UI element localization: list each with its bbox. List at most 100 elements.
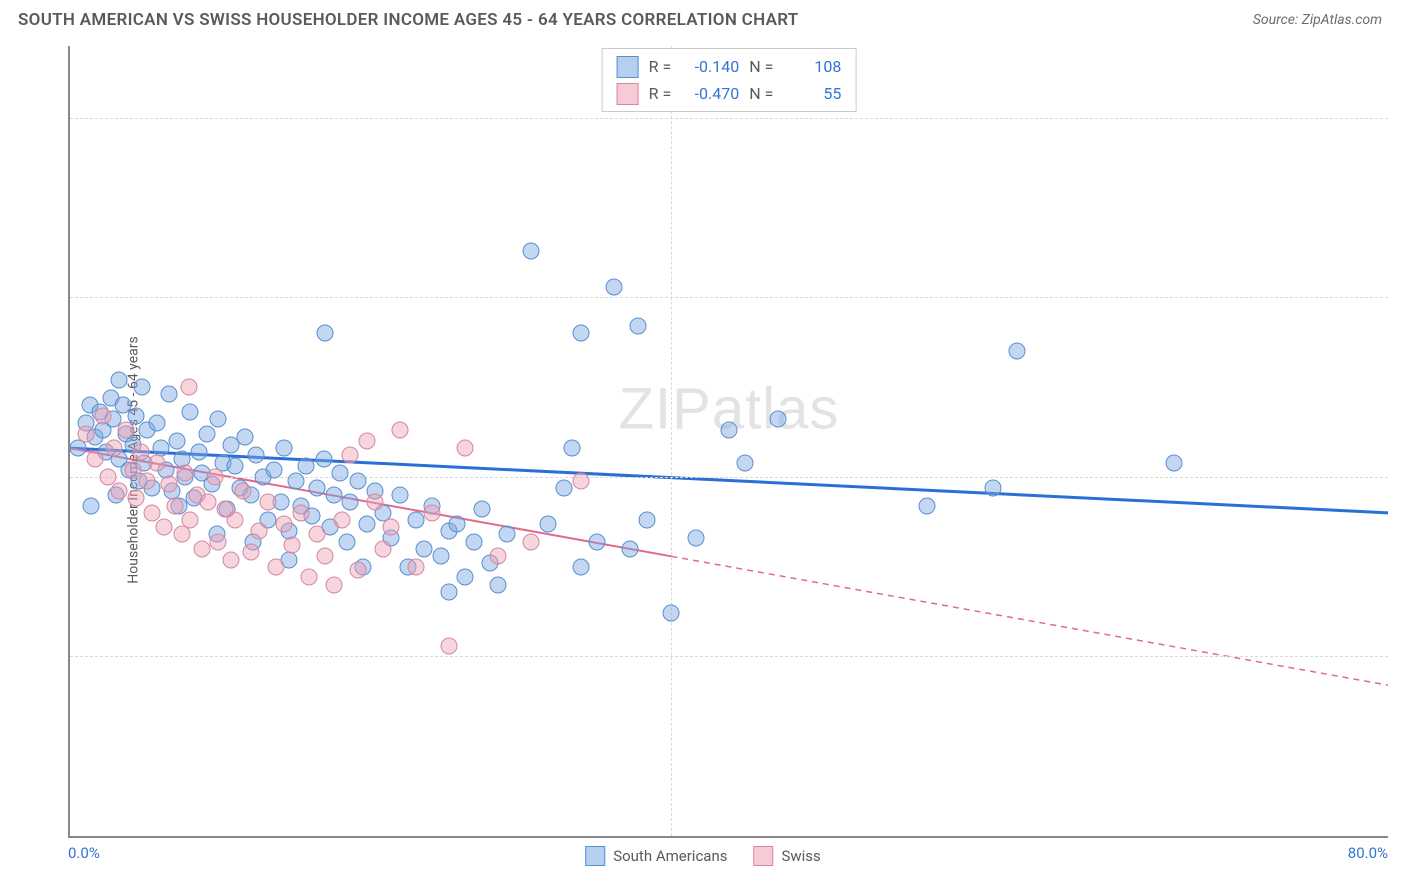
data-point <box>177 465 194 482</box>
data-point <box>317 547 334 564</box>
data-point <box>276 440 293 457</box>
data-point <box>350 562 367 579</box>
data-point <box>210 411 227 428</box>
data-point <box>210 533 227 550</box>
legend-item-south-americans: South Americans <box>585 846 727 866</box>
source-attribution: Source: ZipAtlas.com <box>1253 12 1382 28</box>
data-point <box>169 433 186 450</box>
gridline-horizontal <box>70 656 1388 657</box>
data-point <box>523 533 540 550</box>
data-point <box>358 433 375 450</box>
data-point <box>407 512 424 529</box>
data-point <box>284 537 301 554</box>
data-point <box>440 583 457 600</box>
data-point <box>325 576 342 593</box>
data-point <box>193 540 210 557</box>
data-point <box>223 551 240 568</box>
data-point <box>190 443 207 460</box>
data-point <box>200 494 217 511</box>
data-point <box>86 450 103 467</box>
data-point <box>111 483 128 500</box>
data-point <box>630 318 647 335</box>
gridline-horizontal <box>70 118 1388 119</box>
data-point <box>180 379 197 396</box>
legend-r-value: -0.140 <box>681 53 739 80</box>
data-point <box>236 429 253 446</box>
data-point <box>78 425 95 442</box>
data-point <box>297 458 314 475</box>
swatch-blue-icon <box>617 56 639 78</box>
data-point <box>737 454 754 471</box>
data-point <box>440 637 457 654</box>
data-point <box>457 569 474 586</box>
data-point <box>160 476 177 493</box>
legend-row-south-americans: R = -0.140 N = 108 <box>617 53 842 80</box>
y-tick-label: $100,000 <box>1394 468 1406 486</box>
data-point <box>465 533 482 550</box>
data-point <box>182 512 199 529</box>
legend-label: Swiss <box>781 847 820 865</box>
data-point <box>449 515 466 532</box>
data-point <box>473 501 490 518</box>
swatch-blue-icon <box>585 846 605 866</box>
data-point <box>490 547 507 564</box>
chart-container: Householder Income Ages 45 - 64 years ZI… <box>18 46 1388 874</box>
data-point <box>572 472 589 489</box>
data-point <box>622 540 639 557</box>
gridline-vertical <box>671 46 672 836</box>
data-point <box>139 472 156 489</box>
data-point <box>605 278 622 295</box>
data-point <box>424 504 441 521</box>
data-point <box>259 494 276 511</box>
data-point <box>498 526 515 543</box>
data-point <box>383 519 400 536</box>
data-point <box>248 447 265 464</box>
data-point <box>243 544 260 561</box>
data-point <box>358 515 375 532</box>
data-point <box>589 533 606 550</box>
data-point <box>333 512 350 529</box>
data-point <box>251 522 268 539</box>
data-point <box>317 325 334 342</box>
legend-label: South Americans <box>613 847 727 865</box>
data-point <box>155 519 172 536</box>
data-point <box>556 479 573 496</box>
legend-n-value: 108 <box>783 53 841 80</box>
data-point <box>663 605 680 622</box>
watermark-part1: ZIP <box>619 377 712 442</box>
swatch-pink-icon <box>753 846 773 866</box>
data-point <box>338 533 355 550</box>
data-point <box>638 512 655 529</box>
legend-item-swiss: Swiss <box>753 846 820 866</box>
data-point <box>490 576 507 593</box>
data-point <box>267 558 284 575</box>
data-point <box>416 540 433 557</box>
y-tick-label: $200,000 <box>1394 109 1406 127</box>
gridline-horizontal <box>70 297 1388 298</box>
data-point <box>325 486 342 503</box>
swatch-pink-icon <box>617 83 639 105</box>
data-point <box>127 490 144 507</box>
data-point <box>315 450 332 467</box>
data-point <box>226 512 243 529</box>
legend-r-label: R = <box>649 80 672 107</box>
data-point <box>149 415 166 432</box>
data-point <box>572 325 589 342</box>
data-point <box>149 454 166 471</box>
data-point <box>198 425 215 442</box>
data-point <box>83 497 100 514</box>
data-point <box>332 465 349 482</box>
legend-r-value: -0.470 <box>681 80 739 107</box>
data-point <box>688 529 705 546</box>
data-point <box>984 479 1001 496</box>
y-tick-label: $150,000 <box>1394 288 1406 306</box>
legend-row-swiss: R = -0.470 N = 55 <box>617 80 842 107</box>
data-point <box>99 468 116 485</box>
data-point <box>287 472 304 489</box>
series-legend: South Americans Swiss <box>585 846 821 866</box>
data-point <box>266 461 283 478</box>
data-point <box>160 386 177 403</box>
data-point <box>206 468 223 485</box>
legend-n-label: N = <box>749 80 773 107</box>
data-point <box>457 440 474 457</box>
